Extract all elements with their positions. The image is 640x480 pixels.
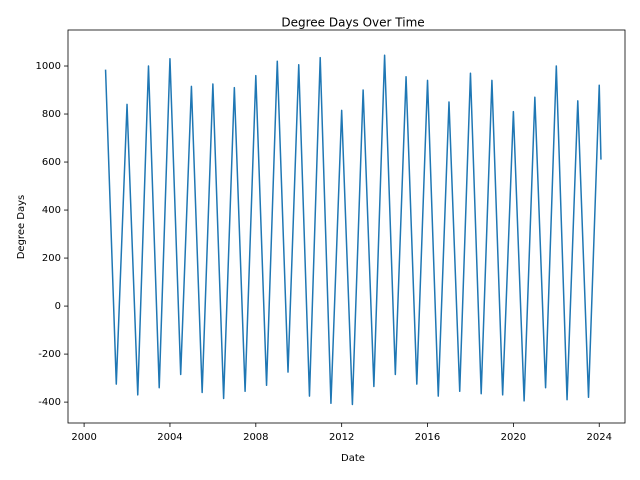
x-tick-label: 2020: [501, 432, 526, 443]
x-tick-label: 2000: [71, 432, 96, 443]
y-tick-label: 1000: [36, 61, 61, 72]
x-tick-label: 2024: [587, 432, 612, 443]
x-tick-label: 2004: [157, 432, 182, 443]
y-tick-label: 0: [55, 301, 61, 312]
y-tick-label: 200: [42, 253, 61, 264]
y-tick-label: -200: [38, 349, 61, 360]
data-line: [104, 54, 602, 406]
y-tick-label: 400: [42, 205, 61, 216]
y-tick-label: 600: [42, 157, 61, 168]
x-tick-label: 2012: [329, 432, 354, 443]
chart-title: Degree Days Over Time: [281, 16, 424, 30]
y-axis-label: Degree Days: [16, 195, 27, 260]
x-tick-label: 2016: [415, 432, 440, 443]
y-tick-label: 800: [42, 109, 61, 120]
y-tick-label: -400: [38, 397, 61, 408]
x-tick-label: 2008: [243, 432, 268, 443]
x-axis-label: Date: [341, 453, 365, 464]
plot-frame: [67, 29, 626, 424]
